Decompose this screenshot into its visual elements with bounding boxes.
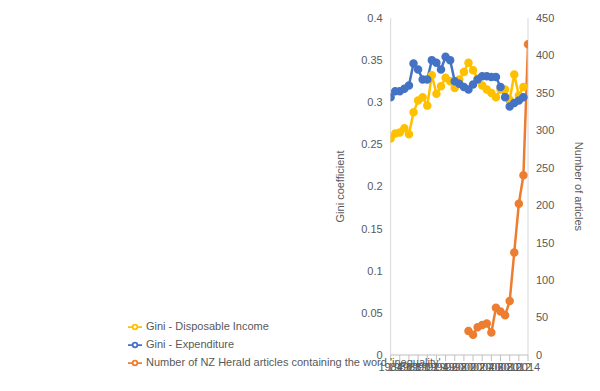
svg-text:0: 0: [377, 349, 383, 361]
svg-text:0.15: 0.15: [361, 223, 382, 235]
svg-text:0.35: 0.35: [361, 54, 382, 66]
svg-text:300: 300: [536, 124, 554, 136]
svg-text:250: 250: [536, 162, 554, 174]
svg-text:2014: 2014: [516, 361, 540, 373]
svg-text:350: 350: [536, 87, 554, 99]
svg-text:0.1: 0.1: [367, 265, 382, 277]
svg-text:0.2: 0.2: [367, 180, 382, 192]
svg-text:Number of articles: Number of articles: [573, 142, 585, 232]
svg-text:400: 400: [536, 49, 554, 61]
svg-text:0.05: 0.05: [361, 307, 382, 319]
svg-text:Gini coefficient: Gini coefficient: [334, 151, 346, 223]
svg-text:0.3: 0.3: [367, 96, 382, 108]
svg-text:0: 0: [536, 349, 542, 361]
svg-text:0.4: 0.4: [367, 12, 382, 24]
svg-text:150: 150: [536, 237, 554, 249]
svg-text:200: 200: [536, 199, 554, 211]
svg-text:0.25: 0.25: [361, 138, 382, 150]
svg-text:100: 100: [536, 274, 554, 286]
svg-text:450: 450: [536, 12, 554, 24]
svg-text:50: 50: [536, 311, 548, 323]
